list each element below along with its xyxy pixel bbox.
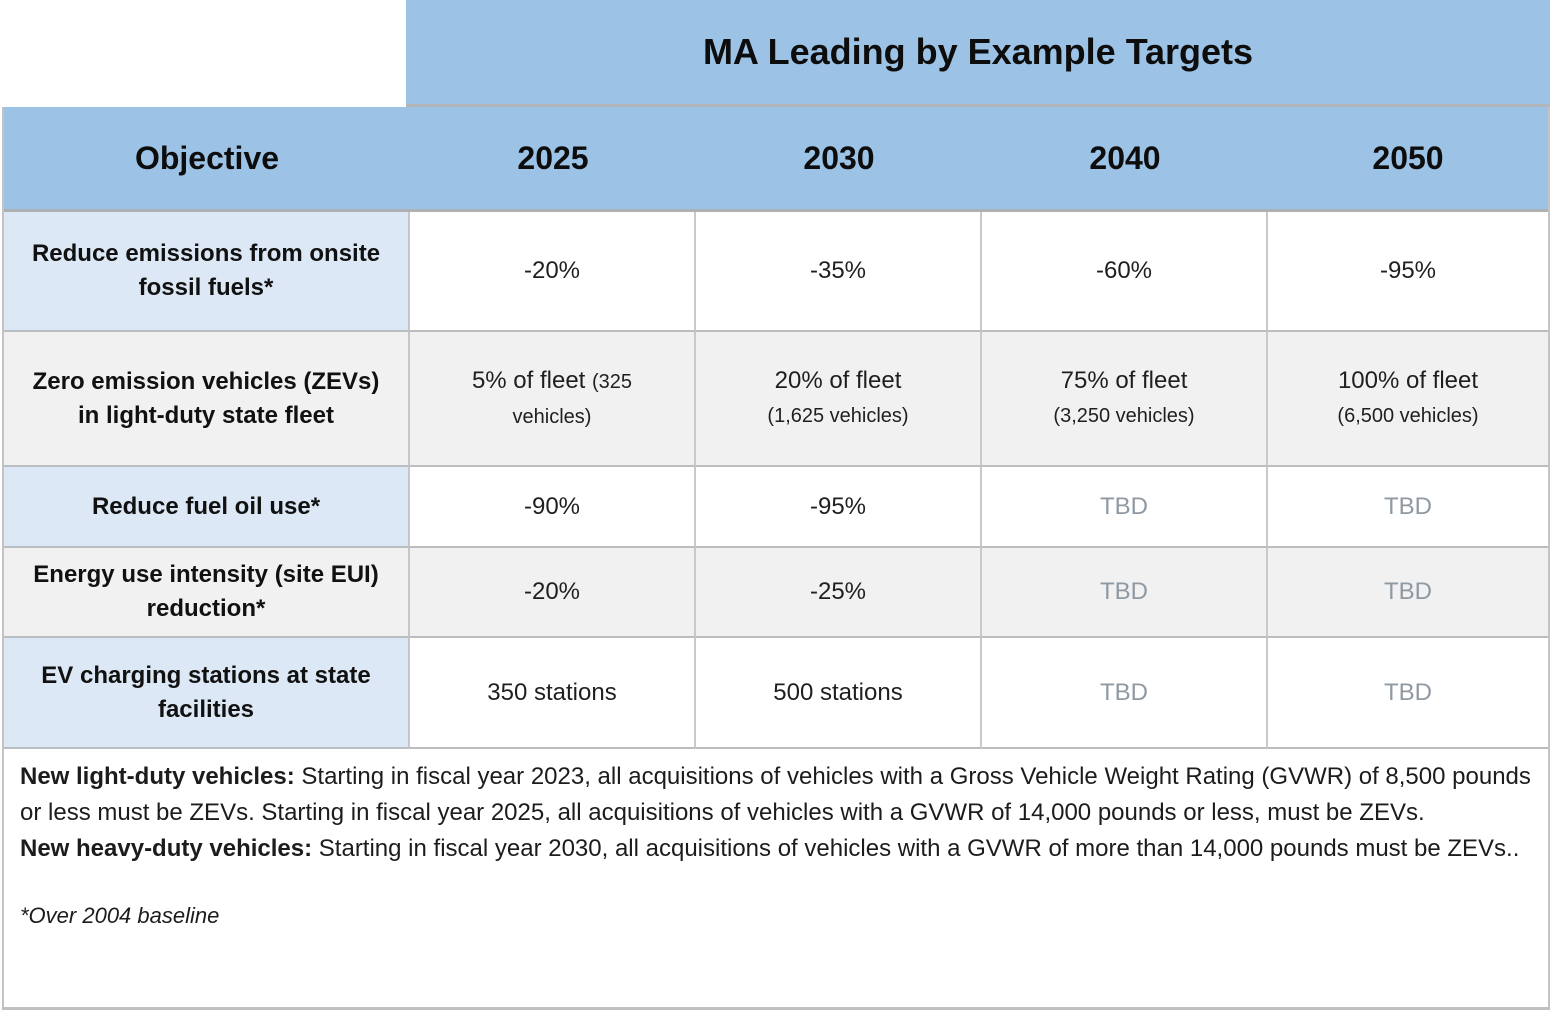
value-cell: 5% of fleet (325 vehicles) — [410, 332, 696, 467]
value-cell: -20% — [410, 548, 696, 638]
value-cell: -60% — [982, 212, 1268, 332]
corner-spacer — [2, 0, 406, 107]
value-cell: 100% of fleet (6,500 vehicles) — [1268, 332, 1548, 467]
tbd-value-cell: TBD — [1268, 638, 1548, 749]
value-cell: 350 stations — [410, 638, 696, 749]
row-label-eui-reduction: Energy use intensity (site EUI) reductio… — [4, 548, 410, 638]
targets-table: Objective 2025 2030 2040 2050 Reduce emi… — [4, 107, 1548, 749]
note-heavy-duty: New heavy-duty vehicles: Starting in fis… — [20, 831, 1532, 867]
fleet-value: 75% of fleet (3,250 vehicles) — [1053, 367, 1195, 427]
notes-block: New light-duty vehicles: Starting in fis… — [4, 749, 1548, 867]
value-cell: -20% — [410, 212, 696, 332]
fleet-value: 5% of fleet (325 vehicles) — [471, 366, 633, 428]
column-header-2040: 2040 — [982, 107, 1268, 212]
title-band: MA Leading by Example Targets — [2, 0, 1550, 107]
row-label-fuel-oil: Reduce fuel oil use* — [4, 467, 410, 548]
value-cell: -95% — [1268, 212, 1548, 332]
note-light-duty-lead: New light-duty vehicles: — [20, 763, 295, 790]
baseline-footnote: *Over 2004 baseline — [20, 903, 220, 928]
tbd-value-cell: TBD — [1268, 467, 1548, 548]
value-cell: -35% — [696, 212, 982, 332]
column-header-objective: Objective — [4, 107, 410, 212]
value-cell: -95% — [696, 467, 982, 548]
note-light-duty-body: Starting in fiscal year 2023, all acquis… — [20, 763, 1531, 826]
tbd-value-cell: TBD — [982, 467, 1268, 548]
column-header-2025: 2025 — [410, 107, 696, 212]
page-title: MA Leading by Example Targets — [702, 31, 1254, 72]
note-light-duty: New light-duty vehicles: Starting in fis… — [20, 759, 1532, 831]
tbd-value-cell: TBD — [1268, 548, 1548, 638]
value-cell: 75% of fleet (3,250 vehicles) — [982, 332, 1268, 467]
tbd-value-cell: TBD — [982, 548, 1268, 638]
value-cell: 20% of fleet (1,625 vehicles) — [696, 332, 982, 467]
row-label-zev-fleet: Zero emission vehicles (ZEVs) in light-d… — [4, 332, 410, 467]
table-region: Objective 2025 2030 2040 2050 Reduce emi… — [2, 107, 1550, 1010]
value-cell: -90% — [410, 467, 696, 548]
fleet-value: 20% of fleet (1,625 vehicles) — [767, 367, 909, 427]
row-label-ev-charging: EV charging stations at state facilities — [4, 638, 410, 749]
note-heavy-duty-lead: New heavy-duty vehicles: — [20, 835, 313, 862]
row-label-reduce-emissions: Reduce emissions from onsite fossil fuel… — [4, 212, 410, 332]
column-header-2030: 2030 — [696, 107, 982, 212]
column-header-2050: 2050 — [1268, 107, 1548, 212]
note-heavy-duty-body: Starting in fiscal year 2030, all acquis… — [312, 835, 1520, 862]
table-title-cell: MA Leading by Example Targets — [406, 0, 1550, 107]
value-cell: -25% — [696, 548, 982, 638]
fleet-value: 100% of fleet (6,500 vehicles) — [1337, 367, 1479, 427]
value-cell: 500 stations — [696, 638, 982, 749]
tbd-value-cell: TBD — [982, 638, 1268, 749]
